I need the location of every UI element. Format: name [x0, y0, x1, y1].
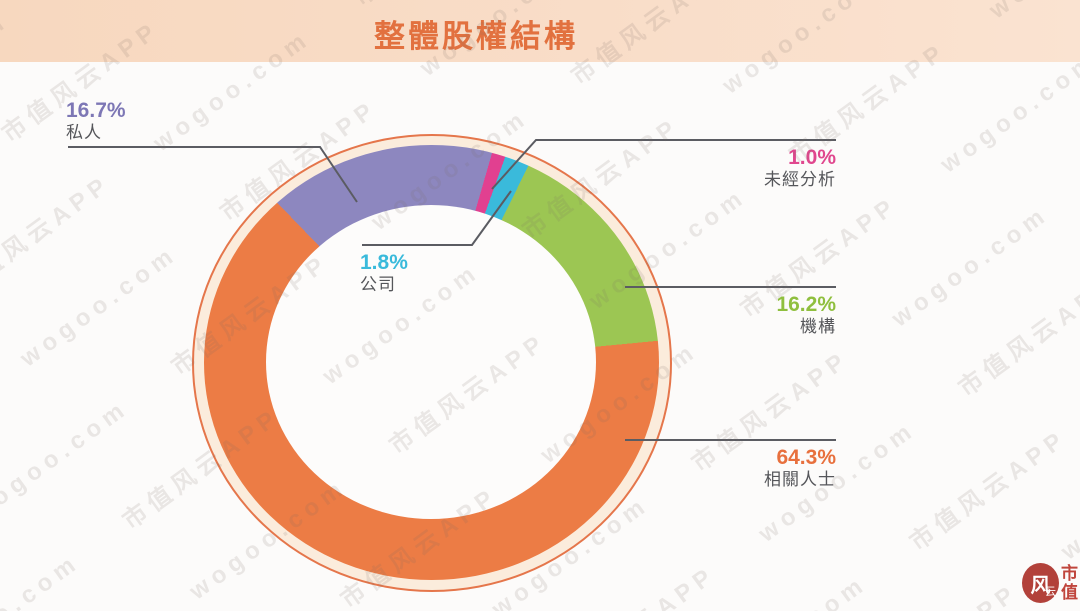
logo-name-bottom: 值 — [1061, 583, 1078, 602]
logo-name-top: 市 — [1061, 564, 1078, 583]
callout-line-company — [362, 190, 512, 246]
segment-pct-company: 1.8% — [360, 251, 408, 274]
segment-name-related: 相關人士 — [764, 470, 836, 489]
donut-chart — [204, 145, 659, 580]
segment-pct-institution: 16.2% — [776, 293, 836, 316]
segment-label-related: 64.3% 相關人士 — [764, 446, 836, 490]
logo-mark-main: 风 — [1030, 574, 1051, 597]
segment-label-private: 16.7% 私人 — [66, 99, 126, 143]
header-band — [0, 0, 1080, 62]
logo-mark-small: 云 — [1045, 586, 1056, 598]
segment-label-company: 1.8% 公司 — [360, 251, 408, 295]
logo-seal-icon: 风 云 — [1022, 563, 1059, 603]
segment-label-institution: 16.2% 機構 — [776, 293, 836, 337]
callout-line-private — [68, 146, 358, 203]
segment-name-institution: 機構 — [800, 317, 836, 336]
segment-name-private: 私人 — [66, 123, 102, 142]
segment-pct-private: 16.7% — [66, 99, 126, 122]
segment-pct-related: 64.3% — [776, 446, 836, 469]
logo-name: 市 值 — [1061, 564, 1078, 602]
chart-title: 整體股權結構 — [374, 19, 578, 54]
donut-hole — [266, 205, 596, 519]
callout-line-unanalyzed — [491, 139, 836, 190]
segment-name-unanalyzed: 未經分析 — [764, 170, 836, 189]
segment-name-company: 公司 — [360, 275, 396, 294]
segment-pct-unanalyzed: 1.0% — [788, 146, 836, 169]
brand-logo: 风 云 市 值 — [1022, 563, 1078, 603]
segment-label-unanalyzed: 1.0% 未經分析 — [764, 146, 836, 190]
